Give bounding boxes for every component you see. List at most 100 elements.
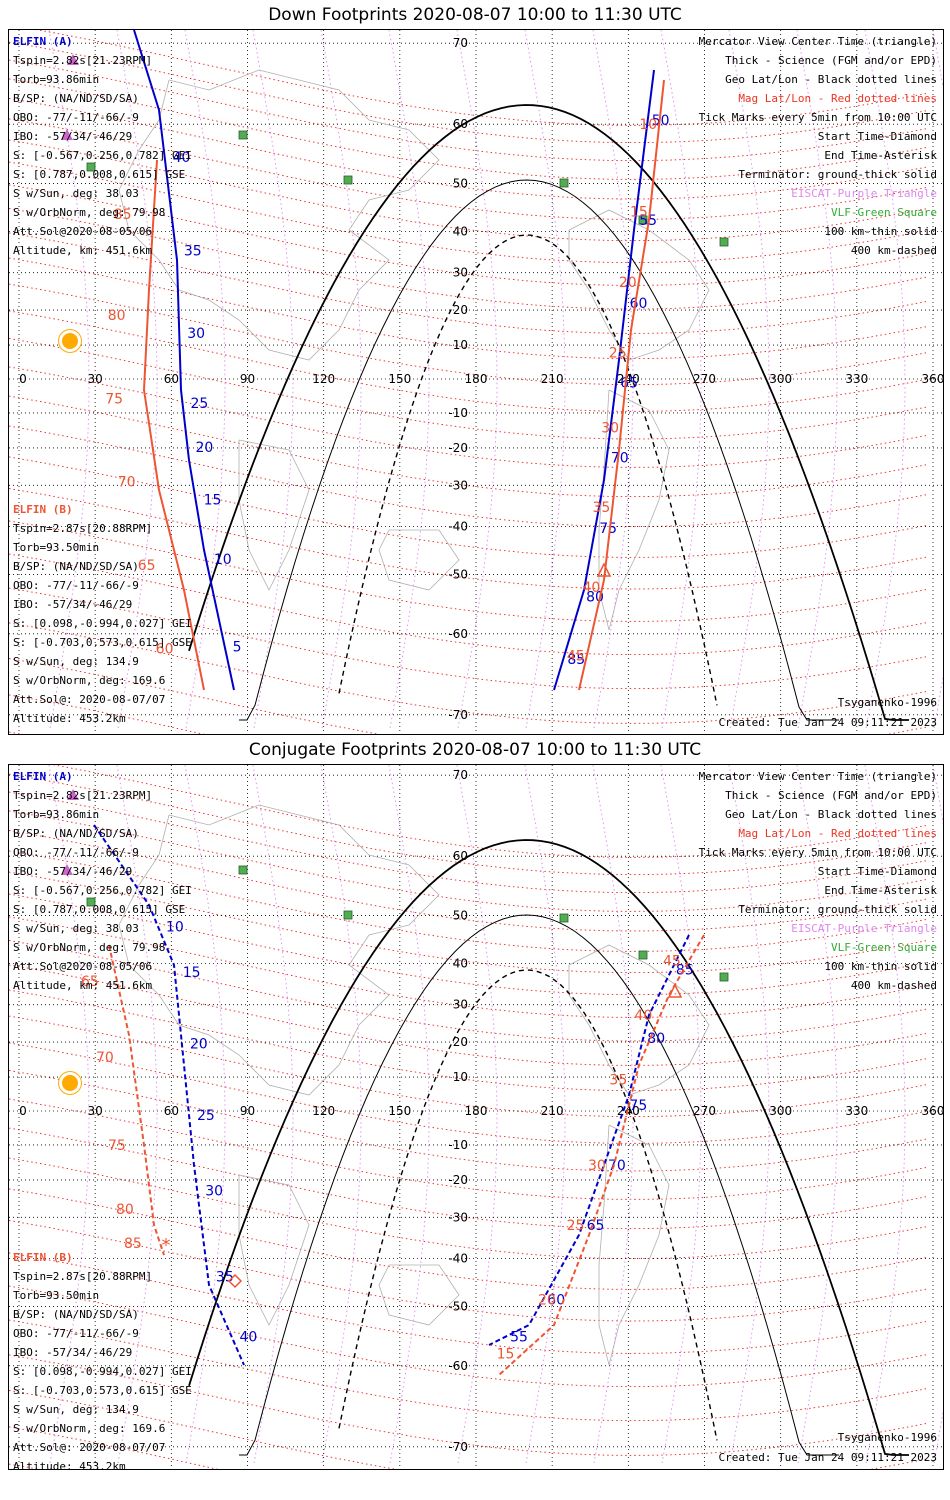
- elfin-b-tick-label: 70: [96, 1050, 114, 1066]
- mag-lon-line: [524, 30, 566, 731]
- mag-lon-line: [864, 30, 906, 731]
- legend-item: Start Time-Diamond: [817, 130, 937, 143]
- vlf-station-marker: [86, 897, 96, 907]
- mag-lon-line: [728, 765, 770, 1466]
- mag-lat-line: [9, 283, 930, 386]
- elfin-a-tick-label: 65: [620, 376, 638, 392]
- mag-lat-line: [9, 338, 930, 440]
- mag-lon-line: [252, 30, 294, 731]
- elfin-b-tick-label: 80: [108, 308, 126, 324]
- lon-tick-label: 180: [465, 372, 488, 386]
- continent-outline: [378, 1264, 460, 1326]
- sun-icon: [62, 333, 78, 349]
- elfin-a-tick-label: 15: [204, 492, 222, 508]
- elfin-b-tick-label: 15: [497, 1347, 515, 1363]
- elfin-a-line: S w/OrbNorm, deg: 79.98: [13, 941, 166, 954]
- elfin-b-tick-label: 40: [582, 580, 600, 596]
- center-time-triangle: [667, 983, 683, 998]
- elfin-b-line: Att.Sol@: 2020-08-07/07: [13, 693, 166, 706]
- mag-lat-line: [9, 366, 930, 468]
- mag-lat-line: [9, 1252, 930, 1354]
- elfin-b-line: S w/OrbNorm, deg: 169.6: [13, 1422, 166, 1435]
- elfin-b-track: [498, 934, 705, 1376]
- legend-item: 400 km-dashed: [850, 244, 937, 257]
- elfin-b-line: OBO: -77/-11/-66/-9: [13, 579, 139, 592]
- mag-lat-line: [9, 773, 930, 876]
- elfin-a-tick-label: 70: [611, 451, 629, 467]
- elfin-b-tick-label: 45: [567, 649, 585, 665]
- mag-lon-line: [48, 765, 90, 1466]
- elfin-a-tick-label: 70: [608, 1158, 626, 1174]
- mag-lat-line: [9, 488, 930, 590]
- terminator-400km-line: [338, 234, 718, 706]
- lat-tick-label: -60: [448, 627, 468, 641]
- elfin-b-tick-label: 65: [138, 558, 156, 574]
- elfin-a-line: Tspin=2.82s[21.23RPM]: [13, 789, 153, 802]
- mag-lat-line: [9, 208, 930, 310]
- elfin-a-tick-label: 35: [184, 244, 202, 260]
- legend-item: Mag Lat/Lon - Red dotted lines: [738, 92, 937, 105]
- elfin-b-line: IBO: -57/34/-46/29: [13, 598, 133, 611]
- elfin-a-tick-label: 50: [652, 113, 670, 129]
- elfin-b-tick-label: 35: [609, 1072, 627, 1088]
- created-label: Created: Tue Jan 24 09:11:21 2023: [718, 1451, 937, 1464]
- elfin-a-tick-label: 20: [190, 1037, 208, 1053]
- elfin-a-line: Att.Sol@2020-08-05/06: [13, 960, 153, 973]
- elfin-b-tick-label: 75: [108, 1138, 126, 1154]
- elfin-b-line: B/SP: (NA/ND/SD/SA): [13, 1308, 139, 1321]
- elfin-b-track: [142, 159, 205, 691]
- panel-title-conjugate: Conjugate Footprints 2020-08-07 10:00 to…: [248, 740, 702, 760]
- legend-item: 400 km-dashed: [850, 979, 937, 992]
- elfin-a-line: S w/Sun, deg: 38.03: [13, 187, 139, 200]
- elfin-b-line: Altitude: 453.2km: [13, 712, 126, 725]
- eiscat-marker: [67, 789, 79, 800]
- lon-tick-label: 330: [845, 372, 868, 386]
- terminator-ground-line: [188, 104, 909, 721]
- lon-tick-label: 300: [769, 1104, 792, 1118]
- elfin-b-tick-label: 10: [639, 117, 657, 133]
- elfin-a-tick-label: 80: [647, 1031, 665, 1047]
- lon-tick-label: 120: [312, 372, 335, 386]
- lon-tick-label: 90: [240, 1104, 255, 1118]
- elfin-b-line: OBO: -77/-11/-66/-9: [13, 1327, 139, 1340]
- lon-tick-label: 300: [769, 372, 792, 386]
- lat-tick-label: 20: [453, 1035, 468, 1049]
- elfin-b-tick-label: 15: [630, 204, 648, 220]
- mag-lon-line: [48, 30, 90, 731]
- elfin-a-tick-label: 85: [676, 962, 694, 978]
- created-label: Created: Tue Jan 24 09:11:21 2023: [718, 716, 937, 729]
- legend-item: 100 km-thin solid: [824, 960, 937, 973]
- elfin-a-tick-label: 5: [233, 639, 242, 655]
- elfin-b-line: S: [0.098,-0.994,0.027] GEI: [13, 617, 192, 630]
- elfin-b-line: Torb=93.50min: [13, 1289, 100, 1302]
- legend-item: 100 km-thin solid: [824, 225, 937, 238]
- elfin-a-line: Altitude, km: 451.6km: [13, 979, 153, 992]
- elfin-a-line: OBO: -77/-11/-66/-9: [13, 111, 139, 124]
- lon-tick-label: 210: [541, 1104, 564, 1118]
- lon-tick-label: 240: [617, 372, 640, 386]
- elfin-b-tick-label: 35: [592, 500, 610, 516]
- legend-item: Thick - Science (FGM and/or EPD): [725, 54, 937, 67]
- mag-lat-line: [9, 916, 930, 1018]
- lat-tick-label: 10: [453, 338, 468, 352]
- elfin-b-info: Tspin=2.87s[20.88RPM] Torb=93.50min B/SP…: [13, 1270, 192, 1469]
- mag-lon-line: [320, 30, 362, 731]
- mag-lat-line: [9, 830, 930, 932]
- lon-tick-label: 30: [88, 372, 103, 386]
- mag-lat-line: [9, 871, 930, 974]
- lat-tick-label: 30: [453, 266, 468, 280]
- vlf-station-marker: [559, 178, 569, 188]
- elfin-a-line: IBO: -57/34/-46/29: [13, 130, 133, 143]
- elfin-b-line: S: [-0.703,0.573,0.615] GSE: [13, 636, 192, 649]
- elfin-a-tick-label: 25: [191, 396, 209, 412]
- elfin-a-tick-label: 40: [173, 150, 191, 166]
- mag-lat-line: [9, 118, 930, 220]
- elfin-b-line: Tspin=2.87s[20.88RPM]: [13, 522, 153, 535]
- legend-item: Terminator: ground-thick solid: [738, 168, 937, 181]
- lat-tick-label: 40: [453, 224, 468, 238]
- terminator-100km-line: [239, 179, 839, 721]
- mag-lat-line: [9, 456, 930, 558]
- mag-lat-line: [9, 1188, 930, 1290]
- lon-tick-label: 0: [19, 1104, 27, 1118]
- elfin-b-track: [108, 944, 165, 1256]
